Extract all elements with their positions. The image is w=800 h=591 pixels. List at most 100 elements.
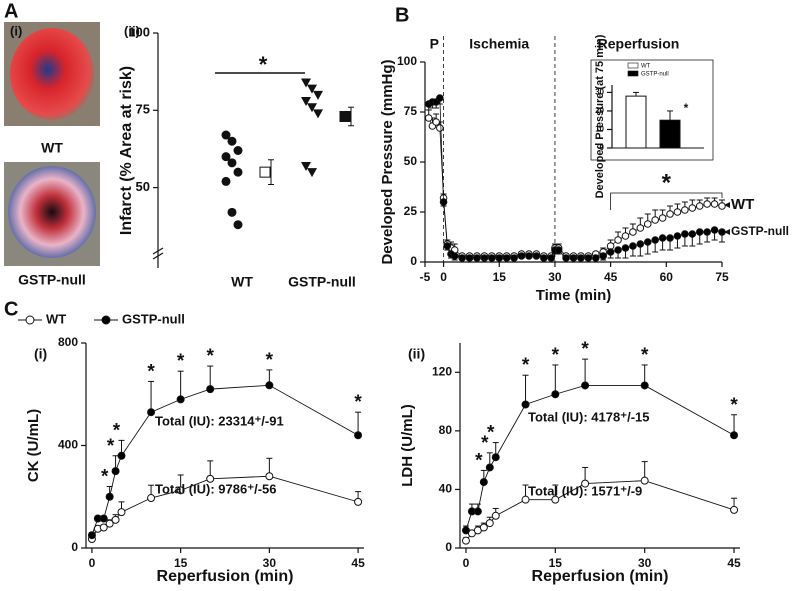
data-point: [307, 168, 317, 178]
data-point: [301, 161, 311, 171]
y-tick-label: 25: [404, 204, 418, 218]
data-point: [695, 202, 704, 210]
legend-swatch: [627, 62, 639, 69]
significance: *: [113, 420, 121, 441]
data-point: [479, 478, 488, 487]
data-point: [480, 254, 489, 262]
data-point: [710, 226, 719, 234]
data-point: [461, 536, 470, 545]
x-tick-label: 30: [548, 270, 562, 284]
data-point: [117, 451, 126, 460]
data-point: [658, 214, 667, 222]
data-point: [465, 254, 474, 262]
y-tick-label: 75: [404, 104, 418, 118]
x-tick-label: 0: [89, 556, 96, 570]
data-point: [233, 167, 243, 177]
data-point: [581, 381, 590, 390]
x-tick-label: 0: [440, 270, 447, 284]
x-tick-label: 15: [493, 270, 507, 284]
panel-label: B: [395, 4, 409, 26]
data-point: [703, 200, 711, 208]
y-tick-label: 400: [58, 438, 78, 452]
total-label: Total (IU): 9786⁺/-56: [155, 481, 276, 496]
significance: *: [730, 395, 738, 416]
panel-label: A: [4, 0, 18, 22]
data-point: [581, 479, 590, 488]
data-point: [227, 207, 237, 217]
label-pointer: [724, 202, 730, 208]
significance: *: [552, 345, 560, 366]
data-point: [577, 254, 585, 262]
y-tick-label: 100: [128, 24, 150, 39]
legend-label: GSTP-null: [641, 72, 669, 78]
significance: *: [662, 169, 672, 196]
series-label: WT: [731, 196, 754, 213]
heart-photo: [8, 166, 96, 258]
bar: [625, 95, 647, 149]
data-point: [688, 230, 697, 238]
x-tick-label: -5: [420, 270, 431, 284]
data-point: [673, 208, 682, 216]
data-point: [117, 508, 126, 517]
legend-label: WT: [641, 64, 651, 70]
significance: *: [481, 433, 489, 454]
total-label: Total (IU): 23314⁺/-91: [155, 413, 284, 428]
significance: *: [147, 361, 155, 382]
significance: *: [641, 345, 649, 366]
data-point: [354, 431, 363, 440]
inset-frame: [590, 59, 714, 161]
series-label: GSTP-null: [731, 224, 789, 238]
y-tick-label: 0: [445, 540, 452, 554]
x-tick-label: WT: [231, 274, 253, 290]
data-point: [227, 158, 237, 168]
series-line: [91, 384, 359, 536]
data-point: [730, 505, 739, 514]
x-tick-label: 15: [549, 556, 563, 570]
data-point: [510, 254, 518, 262]
x-tick-label: 75: [715, 270, 729, 284]
data-point: [147, 408, 156, 417]
significance: *: [475, 450, 483, 471]
y-tick-label: 50: [136, 179, 150, 194]
data-point: [458, 254, 466, 262]
data-point: [636, 224, 645, 232]
data-point: [643, 220, 652, 228]
data-point: [521, 495, 530, 504]
x-tick-label: 60: [660, 270, 674, 284]
data-point: [307, 103, 317, 113]
image-caption: GSTP-null: [18, 272, 86, 288]
data-point: [432, 118, 440, 126]
data-point: [206, 474, 215, 483]
image-label: (i): [10, 23, 22, 38]
image-caption: WT: [41, 140, 63, 156]
y-tick-label: 50: [404, 154, 418, 168]
data-point: [488, 254, 496, 262]
label-pointer: [724, 229, 730, 235]
data-point: [485, 519, 494, 528]
data-point: [569, 254, 578, 262]
data-point: [540, 254, 548, 262]
data-point: [424, 114, 433, 122]
data-point: [227, 136, 237, 146]
y-tick-label: 0: [600, 143, 605, 152]
data-point: [599, 252, 608, 260]
data-point: [233, 146, 243, 155]
data-point: [636, 240, 645, 248]
y-tick-label: 40: [439, 482, 453, 496]
data-point: [551, 390, 560, 399]
data-point: [640, 381, 649, 390]
data-point: [436, 94, 444, 102]
data-point: [591, 254, 600, 262]
data-point: [606, 248, 615, 256]
data-point: [450, 252, 459, 260]
significance: *: [101, 467, 109, 488]
total-label: Total (IU): 4178⁺/-15: [528, 409, 649, 424]
data-point: [614, 246, 622, 254]
data-point: [551, 495, 560, 504]
y-tick-label: 800: [58, 335, 78, 349]
x-tick-label: GSTP-null: [288, 274, 356, 290]
significance: *: [259, 52, 268, 77]
data-point: [307, 84, 317, 94]
data-point: [443, 242, 452, 250]
